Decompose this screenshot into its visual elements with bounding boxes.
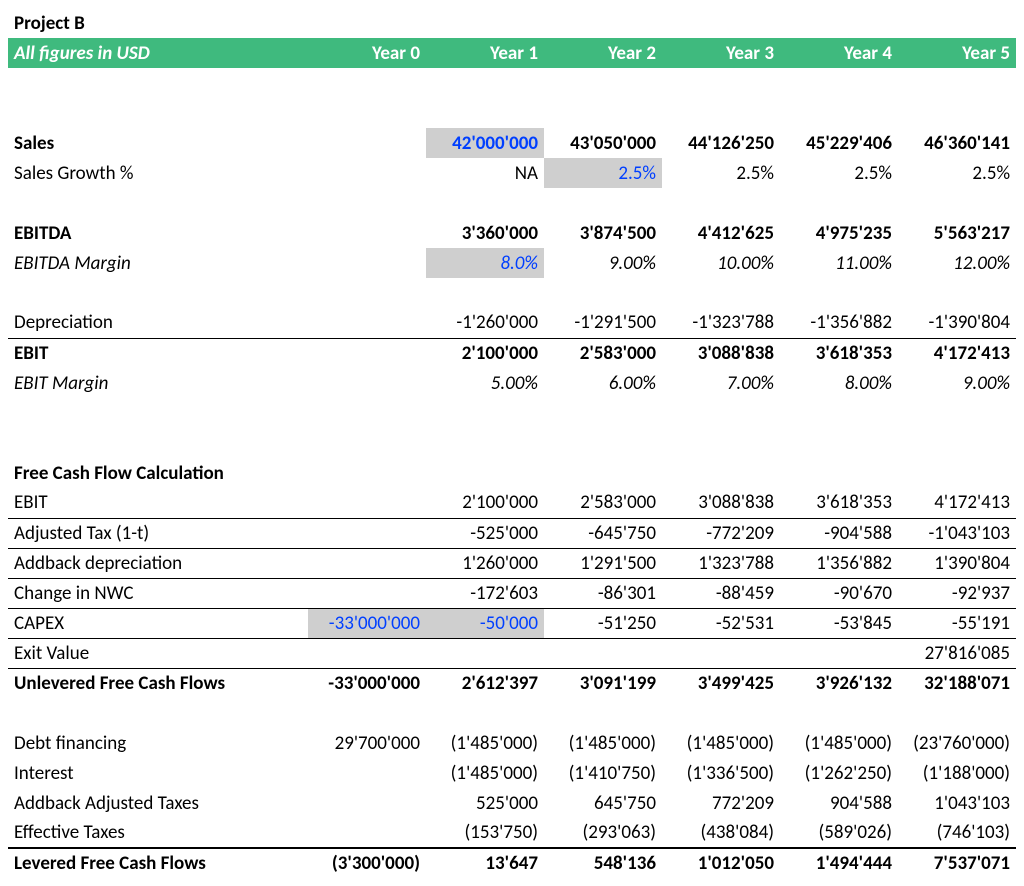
input-sales-y1[interactable]: 42'000'000: [426, 128, 544, 158]
label-addback-taxes: Addback Adjusted Taxes: [8, 788, 308, 818]
label-unlev-fcf: Unlevered Free Cash Flows: [8, 668, 308, 698]
row-fcf-ebit: EBIT 2'100'000 2'583'000 3'088'838 3'618…: [8, 488, 1016, 518]
label-lev-fcf: Levered Free Cash Flows: [8, 848, 308, 878]
row-sales-growth: Sales Growth % NA 2.5% 2.5% 2.5% 2.5%: [8, 158, 1016, 188]
col-year-5: Year 5: [898, 38, 1016, 68]
row-unlev-fcf: Unlevered Free Cash Flows -33'000'000 2'…: [8, 668, 1016, 698]
row-sales: Sales 42'000'000 43'050'000 44'126'250 4…: [8, 128, 1016, 158]
label-fcf-ebit: EBIT: [8, 488, 308, 518]
row-addback-taxes: Addback Adjusted Taxes 525'000 645'750 7…: [8, 788, 1016, 818]
col-year-2: Year 2: [544, 38, 662, 68]
row-ebitda: EBITDA 3'360'000 3'874'500 4'412'625 4'9…: [8, 218, 1016, 248]
project-title: Project B: [8, 8, 1016, 38]
label-depreciation: Depreciation: [8, 308, 308, 338]
col-year-3: Year 3: [662, 38, 780, 68]
input-capex-y1[interactable]: -50'000: [426, 608, 544, 638]
label-change-nwc: Change in NWC: [8, 578, 308, 608]
row-addback-dep: Addback depreciation 1'260'000 1'291'500…: [8, 548, 1016, 578]
row-exit-value: Exit Value 27'816'085: [8, 638, 1016, 668]
col-year-0: Year 0: [308, 38, 426, 68]
col-year-1: Year 1: [426, 38, 544, 68]
label-adj-tax: Adjusted Tax (1-t): [8, 518, 308, 548]
row-debt-fin: Debt financing 29'700'000 (1'485'000) (1…: [8, 728, 1016, 758]
row-fcf-header: Free Cash Flow Calculation: [8, 458, 1016, 488]
row-ebitda-margin: EBITDA Margin 8.0% 9.00% 10.00% 11.00% 1…: [8, 248, 1016, 278]
label-interest: Interest: [8, 758, 308, 788]
label-exit-value: Exit Value: [8, 638, 308, 668]
label-sales-growth: Sales Growth %: [8, 158, 308, 188]
label-capex: CAPEX: [8, 608, 308, 638]
column-header-row: All figures in USD Year 0 Year 1 Year 2 …: [8, 38, 1016, 68]
label-sales: Sales: [8, 128, 308, 158]
row-interest: Interest (1'485'000) (1'410'750) (1'336'…: [8, 758, 1016, 788]
label-addback-dep: Addback depreciation: [8, 548, 308, 578]
label-ebitda-margin: EBITDA Margin: [8, 248, 308, 278]
row-ebit-margin: EBIT Margin 5.00% 6.00% 7.00% 8.00% 9.00…: [8, 368, 1016, 398]
input-capex-y0[interactable]: -33'000'000: [308, 608, 426, 638]
row-change-nwc: Change in NWC -172'603 -86'301 -88'459 -…: [8, 578, 1016, 608]
row-depreciation: Depreciation -1'260'000 -1'291'500 -1'32…: [8, 308, 1016, 338]
label-ebitda: EBITDA: [8, 218, 308, 248]
input-ebitda-margin-y1[interactable]: 8.0%: [426, 248, 544, 278]
financial-model-table: Project B All figures in USD Year 0 Year…: [8, 8, 1016, 878]
row-adj-tax: Adjusted Tax (1-t) -525'000 -645'750 -77…: [8, 518, 1016, 548]
label-fcf-section: Free Cash Flow Calculation: [8, 458, 1016, 488]
row-lev-fcf: Levered Free Cash Flows (3'300'000) 13'6…: [8, 848, 1016, 878]
col-year-4: Year 4: [780, 38, 898, 68]
label-ebit-margin: EBIT Margin: [8, 368, 308, 398]
row-ebit: EBIT 2'100'000 2'583'000 3'088'838 3'618…: [8, 338, 1016, 368]
row-capex: CAPEX -33'000'000 -50'000 -51'250 -52'53…: [8, 608, 1016, 638]
label-eff-taxes: Effective Taxes: [8, 818, 308, 848]
subtitle: All figures in USD: [8, 38, 308, 68]
input-sales-growth-y2[interactable]: 2.5%: [544, 158, 662, 188]
title-row: Project B: [8, 8, 1016, 38]
row-eff-taxes: Effective Taxes (153'750) (293'063) (438…: [8, 818, 1016, 848]
label-debt-fin: Debt financing: [8, 728, 308, 758]
label-ebit: EBIT: [8, 338, 308, 368]
